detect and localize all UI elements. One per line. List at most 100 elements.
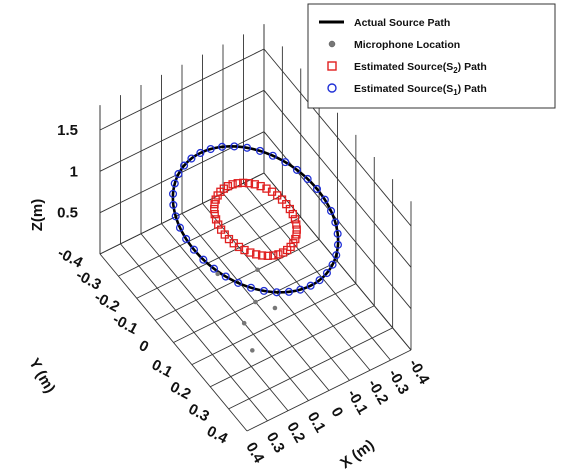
s1-marker	[243, 143, 252, 152]
s2-marker	[244, 179, 254, 188]
s2-marker	[289, 239, 298, 248]
x-axis-label: X (m)	[337, 436, 377, 472]
legend-swatch-s1	[327, 83, 337, 93]
s1-marker	[175, 223, 185, 232]
floor-grid-line	[136, 216, 301, 299]
microphone-point	[215, 271, 220, 277]
s1-marker	[255, 146, 265, 155]
legend-label-s1-suffix: ) Path	[458, 83, 487, 95]
legend-label-s1-main: Estimated Source(S	[354, 83, 453, 95]
s1-marker	[296, 285, 305, 294]
s2-marker	[252, 250, 261, 259]
s2-marker	[263, 251, 272, 260]
s1-marker	[328, 260, 337, 269]
s2-marker	[256, 181, 265, 191]
s1-marker	[326, 206, 336, 216]
s1-marker	[268, 151, 277, 160]
legend-label-s1: Estimated Source(S1) Path	[354, 83, 487, 97]
s2-marker	[282, 199, 291, 209]
x-tick-label: 0.4	[242, 439, 267, 466]
s1-marker	[303, 174, 312, 183]
s1-marker	[246, 283, 256, 292]
microphone-point	[253, 299, 258, 305]
s1-marker	[322, 269, 331, 278]
back-right-wall-grid-line	[263, 172, 412, 351]
legend-label-s1-sub: 1	[453, 88, 458, 97]
x-tick-label: 0.1	[304, 409, 329, 436]
y-tick-label: 0	[136, 337, 151, 356]
s1-marker	[333, 240, 343, 249]
z-tick-label: 0.5	[57, 205, 78, 222]
back-left-wall-grid-line	[99, 48, 265, 131]
s1-marker	[171, 212, 180, 221]
legend-label-s2-suffix: ) Path	[458, 61, 487, 73]
s2-marker	[292, 220, 301, 229]
microphone-point	[255, 267, 260, 273]
s1-marker	[306, 281, 315, 290]
s2-marker	[240, 245, 249, 255]
floor-grid-line	[228, 327, 393, 410]
s1-marker	[170, 179, 179, 188]
s1-marker	[333, 229, 342, 238]
s2-marker	[274, 250, 283, 259]
data-series	[168, 142, 343, 353]
s1-marker	[284, 287, 293, 296]
x-tick-label: -0.1	[344, 387, 372, 418]
s1-marker	[230, 142, 239, 151]
legend-swatch-mic	[328, 40, 336, 48]
s1-marker	[199, 255, 208, 264]
z-tick-label: 1	[70, 163, 78, 180]
s2-marker	[210, 210, 219, 219]
s2-marker	[211, 215, 221, 224]
s2-marker	[233, 179, 242, 188]
s2-marker	[250, 180, 259, 189]
s1-marker	[272, 288, 281, 297]
y-axis-label: Y (m)	[25, 355, 58, 396]
s2-marker	[210, 204, 219, 214]
legend-label-s2: Estimated Source(S2) Path	[354, 61, 487, 75]
x-tick-label: 0.2	[283, 419, 308, 446]
s1-marker	[312, 184, 322, 194]
s2-marker	[246, 248, 255, 257]
legend-label-mic: Microphone Location	[354, 39, 460, 51]
s1-marker	[182, 234, 191, 244]
s2-marker	[224, 234, 234, 244]
s2-marker	[216, 225, 226, 234]
s1-marker	[174, 169, 183, 179]
s2-marker	[211, 195, 220, 204]
floor-grid-line	[118, 194, 283, 277]
s1-marker	[168, 189, 178, 198]
s2-marker	[257, 251, 267, 260]
floor-grid-line	[191, 283, 357, 366]
s1-marker	[221, 272, 230, 281]
microphone-point	[241, 320, 247, 326]
s2-marker	[269, 251, 278, 260]
y-tick-label: 0.3	[186, 401, 212, 426]
z-axis-label: Z(m)	[29, 199, 46, 232]
s1-marker	[332, 251, 341, 260]
s1-marker	[281, 158, 290, 167]
s1-marker	[292, 165, 302, 174]
floor-grid-line	[210, 305, 375, 388]
legend-box	[307, 3, 556, 109]
s2-marker	[262, 184, 271, 193]
microphone-point	[250, 348, 255, 353]
s1-marker	[189, 245, 199, 254]
legend-swatch-s2	[327, 61, 337, 71]
s1-marker	[196, 148, 205, 158]
z-tick-label: 1.5	[57, 122, 78, 139]
back-left-wall-grid-line	[99, 89, 265, 172]
s1-marker	[259, 286, 268, 295]
s1-marker	[169, 200, 178, 209]
y-tick-label: 0.4	[204, 423, 231, 448]
s2-marker	[292, 230, 301, 239]
s1-marker	[209, 264, 219, 273]
back-right-wall-grid-line	[263, 90, 412, 268]
s2-marker	[239, 178, 248, 187]
s2-marker	[292, 225, 301, 234]
s1-marker	[180, 161, 189, 170]
floor-grid-line	[246, 349, 412, 432]
s2-marker	[210, 200, 219, 209]
microphone-point	[272, 305, 278, 311]
